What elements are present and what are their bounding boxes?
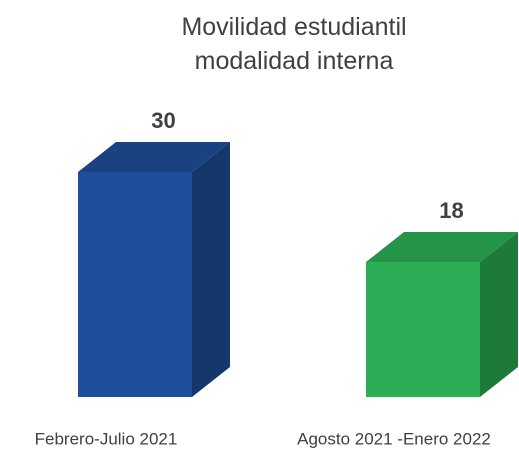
value-label: 30 — [151, 108, 175, 133]
bar-front — [366, 262, 480, 397]
chart-title: Movilidad estudiantil modalidad interna — [181, 13, 407, 75]
bar-top — [78, 142, 230, 172]
bar-top — [366, 232, 518, 262]
bar — [78, 142, 230, 397]
value-label: 18 — [439, 198, 463, 223]
x-tick-label: Agosto 2021 -Enero 2022 — [297, 429, 491, 448]
x-tick-label: Febrero-Julio 2021 — [35, 429, 178, 448]
bar-side — [480, 232, 518, 397]
bar-side — [192, 142, 230, 397]
bar-front — [78, 172, 192, 397]
bar — [366, 232, 518, 397]
